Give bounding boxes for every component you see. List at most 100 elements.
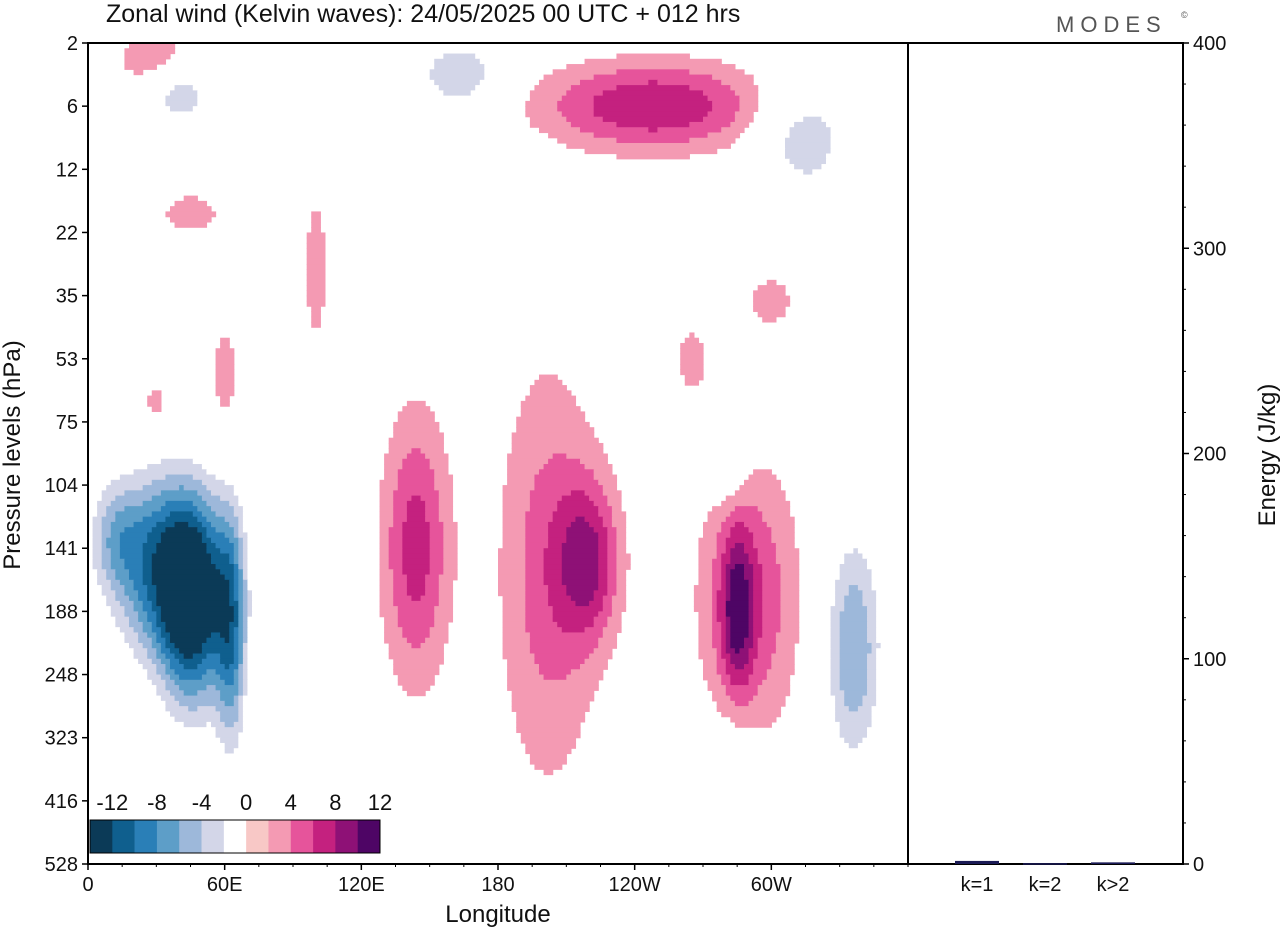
- heatmap-cell: [716, 600, 727, 607]
- heatmap-cell: [844, 700, 864, 707]
- heatmap-cell: [384, 469, 399, 476]
- heatmap-cell: [106, 595, 116, 602]
- heatmap-cell: [142, 516, 167, 523]
- heatmap-cell: [607, 585, 618, 591]
- heatmap-cell: [753, 306, 786, 312]
- energy-x-tick-label: k=2: [1029, 874, 1062, 896]
- heatmap-cell: [616, 527, 627, 534]
- x-tick-label: 120E: [338, 874, 385, 896]
- heatmap-cell: [721, 806, 741, 812]
- heatmap-cell: [607, 495, 622, 502]
- heatmap-cell: [406, 690, 426, 697]
- heatmap-cell: [206, 500, 230, 507]
- heatmap-cell: [384, 616, 399, 623]
- heatmap-cell: [511, 706, 590, 712]
- heatmap-cell: [607, 558, 618, 565]
- heatmap-cell: [867, 606, 877, 612]
- heatmap-cell: [721, 574, 727, 581]
- heatmap-cell: [880, 642, 891, 649]
- heatmap-cell: [165, 685, 180, 691]
- heatmap-cell: [229, 595, 235, 602]
- heatmap-cell: [311, 221, 321, 228]
- heatmap-cell: [238, 616, 244, 623]
- heatmap-cell: [511, 437, 599, 444]
- heatmap-cell: [224, 779, 239, 786]
- heatmap-cell: [101, 537, 107, 544]
- heatmap-cell: [762, 611, 782, 618]
- heatmap-cell: [306, 232, 326, 239]
- heatmap-cell: [712, 642, 722, 649]
- heatmap-cell: [616, 69, 690, 76]
- heatmap-cell: [88, 579, 98, 586]
- heatmap-cell: [598, 585, 608, 591]
- heatmap-cell: [502, 506, 531, 512]
- heatmap-cell: [762, 569, 782, 576]
- heatmap-cell: [529, 490, 572, 497]
- heatmap-cell: [529, 632, 604, 639]
- heatmap-cell: [698, 542, 718, 549]
- heatmap-cell: [584, 627, 604, 634]
- heatmap-cell: [707, 111, 736, 118]
- heatmap-cell: [242, 516, 253, 523]
- heatmap-cell: [233, 564, 239, 570]
- heatmap-cell: [384, 637, 408, 644]
- heatmap-cell: [160, 611, 235, 618]
- heatmap-cell: [525, 521, 549, 528]
- heatmap-cell: [826, 585, 836, 591]
- heatmap-cell: [101, 527, 112, 534]
- heatmap-cell: [561, 542, 599, 549]
- heatmap-cell: [862, 700, 877, 707]
- heatmap-cell: [584, 464, 613, 470]
- heatmap-cell: [516, 416, 586, 423]
- heatmap-cell: [525, 527, 549, 534]
- heatmap-cell: [165, 500, 194, 507]
- heatmap-cell: [110, 558, 126, 565]
- heatmap-cell: [771, 537, 795, 544]
- heatmap-cell: [607, 532, 618, 539]
- heatmap-cell: [593, 527, 608, 534]
- heatmap-cell: [753, 542, 777, 549]
- heatmap-cell: [616, 569, 627, 576]
- heatmap-cell: [252, 606, 258, 612]
- heatmap-cell: [124, 585, 135, 591]
- heatmap-cell: [876, 664, 891, 670]
- heatmap-cell: [730, 121, 750, 128]
- colorbar-swatch: [357, 820, 381, 853]
- heatmap-cell: [898, 553, 909, 560]
- heatmap-cell: [247, 653, 253, 660]
- heatmap-cell: [707, 95, 741, 102]
- heatmap-cell: [725, 637, 731, 644]
- heatmap-cell: [757, 548, 777, 555]
- heatmap-cell: [220, 400, 230, 407]
- heatmap-cell: [871, 706, 886, 712]
- heatmap-cell: [233, 606, 239, 612]
- heatmap-cell: [192, 474, 217, 481]
- heatmap-cell: [106, 569, 116, 576]
- heatmap-cell: [156, 648, 162, 655]
- heatmap-cell: [110, 648, 135, 655]
- heatmap-cell: [233, 595, 239, 602]
- heatmap-cell: [151, 706, 167, 712]
- heatmap-cell: [566, 590, 595, 597]
- heatmap-cell: [543, 564, 563, 570]
- heatmap-cell: [730, 85, 759, 91]
- heatmap-cell: [138, 595, 148, 602]
- heatmap-cell: [862, 600, 877, 607]
- heatmap-cell: [693, 585, 713, 591]
- heatmap-cell: [429, 569, 444, 576]
- heatmap-cell: [703, 90, 736, 97]
- heatmap-cell: [525, 590, 549, 597]
- heatmap-cell: [584, 516, 604, 523]
- heatmap-cell: [716, 590, 727, 597]
- heatmap-cell: [830, 616, 841, 623]
- heatmap-cell: [607, 579, 618, 586]
- heatmap-cell: [598, 564, 608, 570]
- heatmap-cell: [502, 595, 526, 602]
- heatmap-cell: [821, 658, 832, 665]
- heatmap-cell: [721, 711, 782, 718]
- heatmap-cell: [238, 611, 244, 618]
- heatmap-cell: [748, 606, 754, 612]
- heatmap-cell: [379, 511, 394, 518]
- heatmap-cell: [712, 590, 718, 597]
- heatmap-cell: [857, 742, 882, 749]
